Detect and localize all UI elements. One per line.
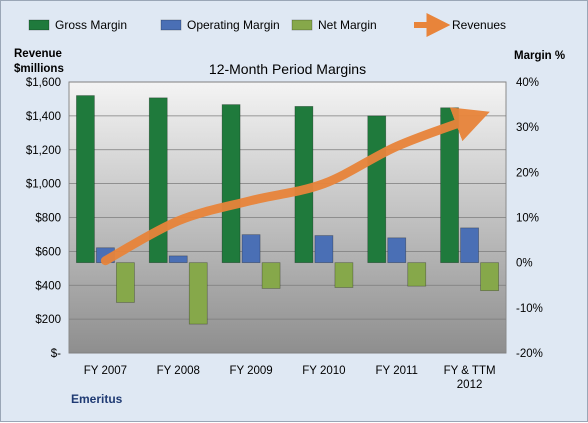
- y-left-tick-label: $1,400: [26, 111, 61, 123]
- y-right-tick-label: 40%: [516, 77, 539, 89]
- gross-margin-bar: [76, 95, 95, 264]
- net-margin-bar: [261, 262, 281, 289]
- net-margin-bar: [480, 262, 499, 292]
- operating-margin-bar: [314, 235, 334, 264]
- gross-margin-bar: [148, 97, 168, 264]
- operating-margin-bar: [460, 227, 479, 264]
- y-right-tick-label: 20%: [516, 167, 539, 179]
- y-left-tick-label: $1,000: [26, 179, 61, 191]
- y-left-tick-label: $200: [35, 314, 61, 326]
- operating-margin-bar: [387, 237, 407, 264]
- gross-margin-legend-label: Gross Margin: [55, 18, 127, 32]
- x-tick-label: FY 2010: [302, 365, 345, 377]
- y-right-axis-title: Margin %: [514, 50, 565, 62]
- revenues-line: [100, 107, 490, 266]
- x-tick-label: FY & TTM: [444, 365, 496, 377]
- x-tick-label: FY 2011: [376, 365, 418, 377]
- gross-margin-legend-swatch: [28, 19, 50, 31]
- y-right-tick-label: 0%: [516, 258, 533, 270]
- operating-margin-legend-label: Operating Margin: [187, 18, 280, 32]
- y-right-tick-label: 30%: [516, 122, 539, 134]
- y-left-tick-label: $1,200: [26, 145, 61, 157]
- y-left-tick-label: $800: [35, 213, 61, 225]
- net-margin-bar: [188, 262, 208, 325]
- chart-title: 12-Month Period Margins: [209, 61, 366, 77]
- net-margin-bar: [407, 262, 427, 287]
- net-margin-bar: [116, 262, 135, 303]
- gross-margin-bar: [440, 107, 459, 264]
- y-left-tick-label: $400: [35, 280, 61, 292]
- net-margin-legend-swatch: [291, 19, 313, 31]
- company-label: Emeritus: [71, 392, 123, 406]
- x-tick-label: FY 2009: [229, 365, 272, 377]
- revenues-legend-label: Revenues: [452, 18, 506, 32]
- y-left-tick-label: $-: [51, 348, 61, 360]
- net-margin-bar: [334, 262, 354, 288]
- operating-margin-legend-swatch: [160, 19, 182, 31]
- operating-margin-bar: [168, 255, 188, 264]
- y-right-tick-label: 10%: [516, 213, 539, 225]
- net-margin-legend-label: Net Margin: [318, 18, 377, 32]
- x-tick-label: FY 2008: [157, 365, 200, 377]
- y-left-tick-label: $1,600: [26, 77, 61, 89]
- y-left-axis-title: $millions: [14, 63, 64, 75]
- operating-margin-bar: [241, 234, 261, 264]
- y-left-tick-label: $600: [35, 246, 61, 258]
- gross-margin-bar: [367, 115, 387, 264]
- y-left-axis-title: Revenue: [14, 48, 62, 60]
- x-tick-label: 2012: [457, 379, 483, 391]
- y-right-tick-label: -20%: [516, 348, 543, 360]
- x-tick-label: FY 2007: [84, 365, 127, 377]
- gross-margin-bar: [221, 104, 241, 264]
- y-right-tick-label: -10%: [516, 303, 543, 315]
